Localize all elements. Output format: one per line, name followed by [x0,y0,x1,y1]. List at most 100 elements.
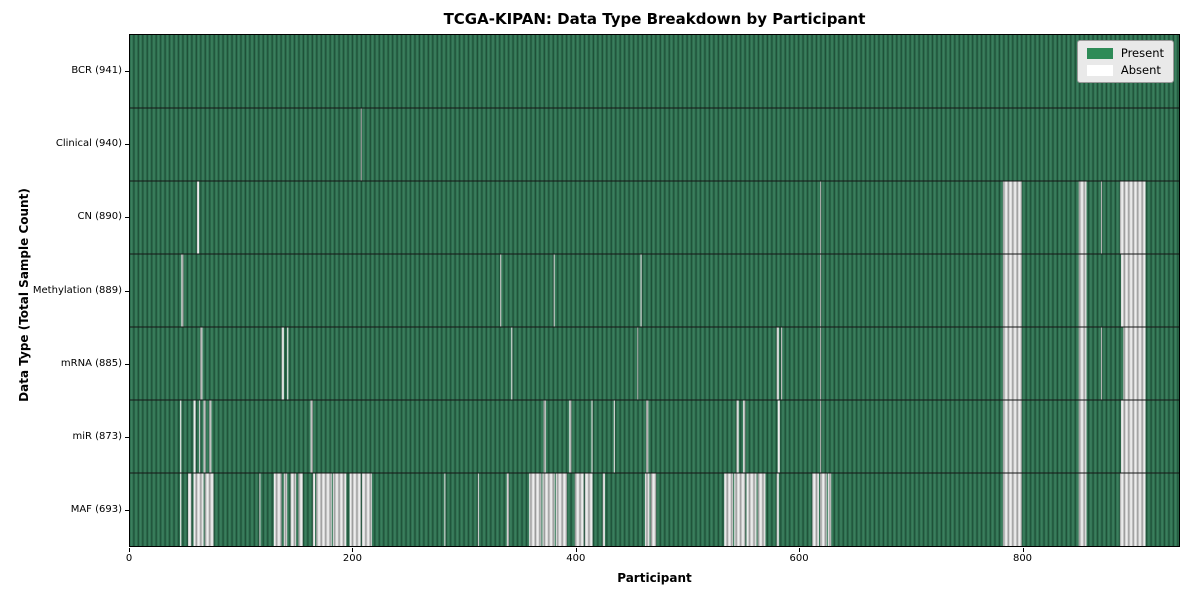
x-tick-mark [575,548,577,552]
absent-segment [506,472,510,546]
absent-segment [193,472,204,546]
absent-segment [1002,180,1022,255]
y-tick-mark [125,144,129,145]
legend-swatch-present [1086,47,1113,59]
absent-segment [203,400,206,474]
legend: Present Absent [1076,40,1174,83]
absent-segment [555,472,567,546]
absent-segment [553,254,555,328]
x-axis-label: Participant [617,571,692,585]
absent-segment [316,472,332,546]
legend-item-present: Present [1086,46,1164,60]
absent-segment [204,472,214,546]
absent-segment [259,472,261,546]
x-tick-mark [1022,548,1024,552]
x-tick-mark [799,548,801,552]
chart-title: TCGA-KIPAN: Data Type Breakdown by Parti… [443,10,866,28]
absent-segment [820,472,827,546]
absent-segment [543,400,546,474]
y-tick-label-bcr: BCR (941) [71,64,122,76]
x-tick-label-0: 0 [125,553,133,564]
x-tick-label-600: 600 [789,553,809,564]
absent-segment [820,254,822,328]
plot-area: Present Absent [129,34,1180,547]
absent-segment [1119,180,1146,255]
absent-segment [1002,472,1022,546]
absent-segment [181,254,184,328]
absent-segment [477,472,479,546]
absent-segment [444,472,446,546]
absent-segment [734,472,746,546]
absent-segment [310,400,313,474]
absent-segment [1078,472,1087,546]
absent-segment [743,400,746,474]
absent-segment [1078,400,1087,474]
absent-segment [602,472,605,546]
absent-segment [646,400,649,474]
y-tick-label-maf: MAF (693) [70,504,122,516]
absent-segment [820,326,822,401]
absent-segment [736,400,739,474]
x-tick-mark [352,548,354,552]
absent-segment [1121,254,1146,328]
absent-segment [640,254,642,328]
absent-segment [290,472,297,546]
absent-segment [199,400,201,474]
legend-label: Present [1120,46,1164,60]
absent-segment [746,472,757,546]
absent-segment [1123,326,1146,401]
absent-segment [637,326,639,401]
absent-segment [1002,254,1022,328]
absent-segment [645,472,650,546]
absent-segment [781,326,783,401]
absent-segment [574,472,584,546]
absent-segment [777,400,780,474]
absent-segment [650,472,657,546]
absent-segment [1121,400,1146,474]
absent-segment [180,472,182,546]
x-tick-label-800: 800 [1012,553,1033,564]
absent-segment [591,400,593,474]
absent-segment [283,472,288,546]
y-tick-label-methylation: Methylation (889) [32,284,122,296]
absent-segment [584,472,593,546]
y-tick-label-clinical: Clinical (940) [55,137,122,149]
absent-segment [1119,472,1146,546]
absent-segment [776,326,779,401]
absent-segment [196,180,200,255]
presence-matrix [130,35,1179,546]
absent-segment [827,472,832,546]
legend-item-absent: Absent [1086,64,1164,76]
y-tick-mark [125,437,129,438]
absent-segment [613,400,615,474]
y-tick-mark [125,217,129,218]
absent-segment [820,180,822,255]
absent-segment [1078,254,1087,328]
x-tick-label-400: 400 [566,553,586,564]
absent-segment [298,472,303,546]
y-tick-label-mir: miR (873) [72,431,122,443]
absent-segment [349,472,361,546]
absent-segment [569,400,572,474]
absent-segment [757,472,766,546]
y-tick-mark [125,510,129,511]
absent-segment [273,472,282,546]
absent-segment [812,472,819,546]
absent-segment [542,472,555,546]
absent-segment [500,254,502,328]
y-tick-label-mrna: mRNA (885) [60,357,122,369]
absent-segment [724,472,734,546]
absent-segment [1100,180,1103,255]
absent-segment [1002,326,1022,401]
absent-segment [332,472,347,546]
absent-segment [361,472,372,546]
y-tick-mark [125,364,129,365]
absent-segment [1002,400,1022,474]
x-tick-mark [129,548,130,552]
absent-segment [180,400,182,474]
absent-segment [1078,326,1087,401]
absent-segment [187,472,192,546]
absent-segment [820,400,822,474]
absent-segment [200,326,203,401]
